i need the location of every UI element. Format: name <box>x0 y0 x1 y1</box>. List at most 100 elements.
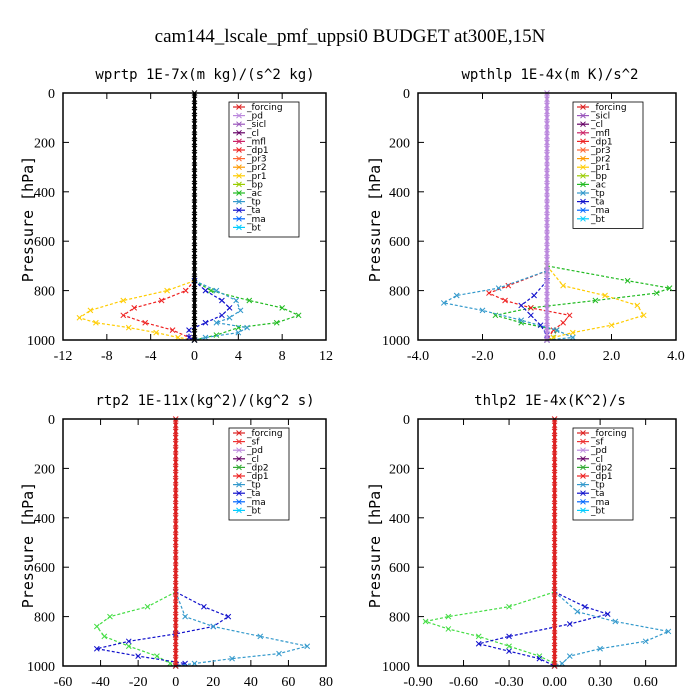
series-point_forcing <box>544 139 550 146</box>
plot-area: -12 -8 -4 0 4 8 12 0 200 400 600 800 1000 _forcing_pd… <box>27 87 333 364</box>
series-point_pr1 <box>76 314 83 321</box>
series-point_forcing <box>191 213 198 220</box>
series-point_forcing <box>172 607 179 614</box>
legend-box <box>228 427 290 521</box>
y-tick-label: 800 <box>389 285 410 300</box>
series-line_tp <box>194 280 249 341</box>
legend-label: _ta <box>590 489 605 499</box>
series-point_forcing <box>172 576 179 583</box>
legend-label: _tp <box>246 198 261 208</box>
series-point_forcing <box>172 447 179 453</box>
plot-frame <box>62 92 327 341</box>
legend-label: _forcing <box>590 429 627 439</box>
series-point_ac <box>518 319 525 326</box>
series-point_forcing <box>551 650 558 657</box>
series-point_ta <box>582 603 588 610</box>
legend-marker <box>236 172 242 179</box>
legend-label: _pr3 <box>246 155 267 165</box>
series-point_tp <box>453 292 460 299</box>
series-point_forcing <box>191 164 198 170</box>
series-point_forcing <box>191 293 198 300</box>
series-point_forcing <box>172 595 179 601</box>
series-point_forcing <box>172 644 179 651</box>
legend-label: _pd <box>590 446 607 456</box>
series-point_tp <box>210 623 217 630</box>
series-point_forcing <box>544 121 550 127</box>
series-point_forcing <box>172 533 179 540</box>
legend-marker <box>236 481 242 488</box>
y-tick-label: 200 <box>389 462 410 477</box>
legend-marker <box>236 490 242 497</box>
series-point_forcing <box>544 293 550 300</box>
legend-marker <box>580 438 586 445</box>
series-point_forcing <box>191 188 198 195</box>
series-point_dp1 <box>182 287 189 294</box>
y-tick-label: 0 <box>403 87 410 102</box>
legend-label: _pr1 <box>246 172 267 182</box>
legend-label: _ma <box>590 498 610 508</box>
series-point_ta <box>531 292 537 299</box>
series-point_ta <box>528 312 534 319</box>
series-point_forcing <box>551 558 558 564</box>
series-point_forcing <box>544 170 550 177</box>
legend-label: _pr2 <box>590 155 611 165</box>
legend-marker <box>236 207 242 214</box>
legend-marker <box>236 455 242 462</box>
series-point_tp <box>566 653 573 659</box>
y-tick-label: 400 <box>389 186 410 201</box>
legend-marker <box>236 112 242 119</box>
legend-label: _dp1 <box>246 472 269 482</box>
series-point_forcing <box>172 564 179 571</box>
series-point_forcing <box>191 176 198 183</box>
series-point_forcing <box>172 626 179 632</box>
legend-marker <box>236 181 242 188</box>
series-point_forcing <box>191 287 198 294</box>
legend-label: _bt <box>590 215 605 225</box>
legend-label: _cl <box>590 455 603 465</box>
legend-marker <box>236 121 242 128</box>
series-line_pr1 <box>546 265 645 341</box>
series-point_forcing <box>191 182 198 189</box>
x-tick-label: -12 <box>54 349 73 364</box>
series-point_pr1 <box>569 329 576 336</box>
series-point_forcing <box>551 422 558 429</box>
series-point_forcing <box>544 318 550 325</box>
series-point_dp1 <box>566 312 573 319</box>
legend-marker <box>580 455 586 462</box>
x-tick-label: 12 <box>319 349 333 364</box>
series-point_forcing <box>551 521 558 527</box>
series-point_pr1 <box>93 319 99 326</box>
legend-marker <box>236 147 242 153</box>
series-point_forcing <box>172 582 179 589</box>
series-point_forcing <box>172 521 179 527</box>
series-point_forcing <box>191 207 198 214</box>
legend-label: _cl <box>246 129 259 139</box>
series-point_forcing <box>191 256 198 263</box>
series-point_ta <box>506 648 512 655</box>
plot-area: -0.90 -0.60 -0.30 0.00 0.30 0.60 0 200 400 600 800… <box>382 413 677 690</box>
series-point_dp1 <box>506 603 512 610</box>
series-point_forcing <box>551 570 558 577</box>
x-tick-label: 0.00 <box>542 675 567 690</box>
y-tick-label: 400 <box>34 186 55 201</box>
series-point_forcing <box>544 158 550 164</box>
series-point_dp1 <box>528 305 534 311</box>
series-point_forcing <box>551 619 558 626</box>
series-point_forcing <box>172 527 179 534</box>
series-point_forcing <box>551 607 558 614</box>
x-tick-label: 8 <box>279 349 286 364</box>
x-tick-label: -0.60 <box>449 675 478 690</box>
series-point_forcing <box>551 477 558 484</box>
series-point_forcing <box>191 244 198 251</box>
series-point_pr1 <box>634 302 641 309</box>
y-tick-label: 0 <box>48 413 55 428</box>
series-point_forcing <box>172 613 179 620</box>
legend-label: _ma <box>590 206 610 216</box>
legend-label: _ta <box>590 198 605 208</box>
legend-label: _ma <box>246 498 266 508</box>
legend-marker <box>236 215 242 222</box>
legend-label: _mfl <box>590 129 610 139</box>
series-point_forcing <box>172 508 179 515</box>
legend-label: _ac <box>246 189 262 199</box>
series-point_dp1 <box>505 282 512 289</box>
